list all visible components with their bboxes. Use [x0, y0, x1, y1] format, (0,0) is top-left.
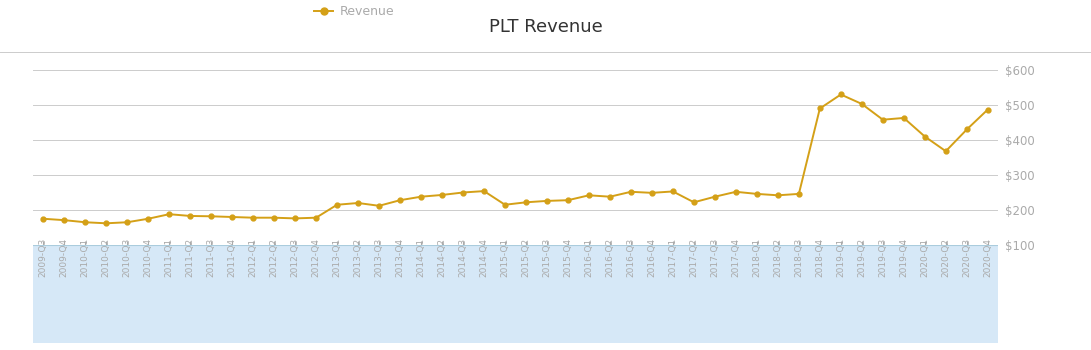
Text: PLT Revenue: PLT Revenue: [489, 18, 602, 35]
Legend: Revenue: Revenue: [310, 0, 399, 23]
